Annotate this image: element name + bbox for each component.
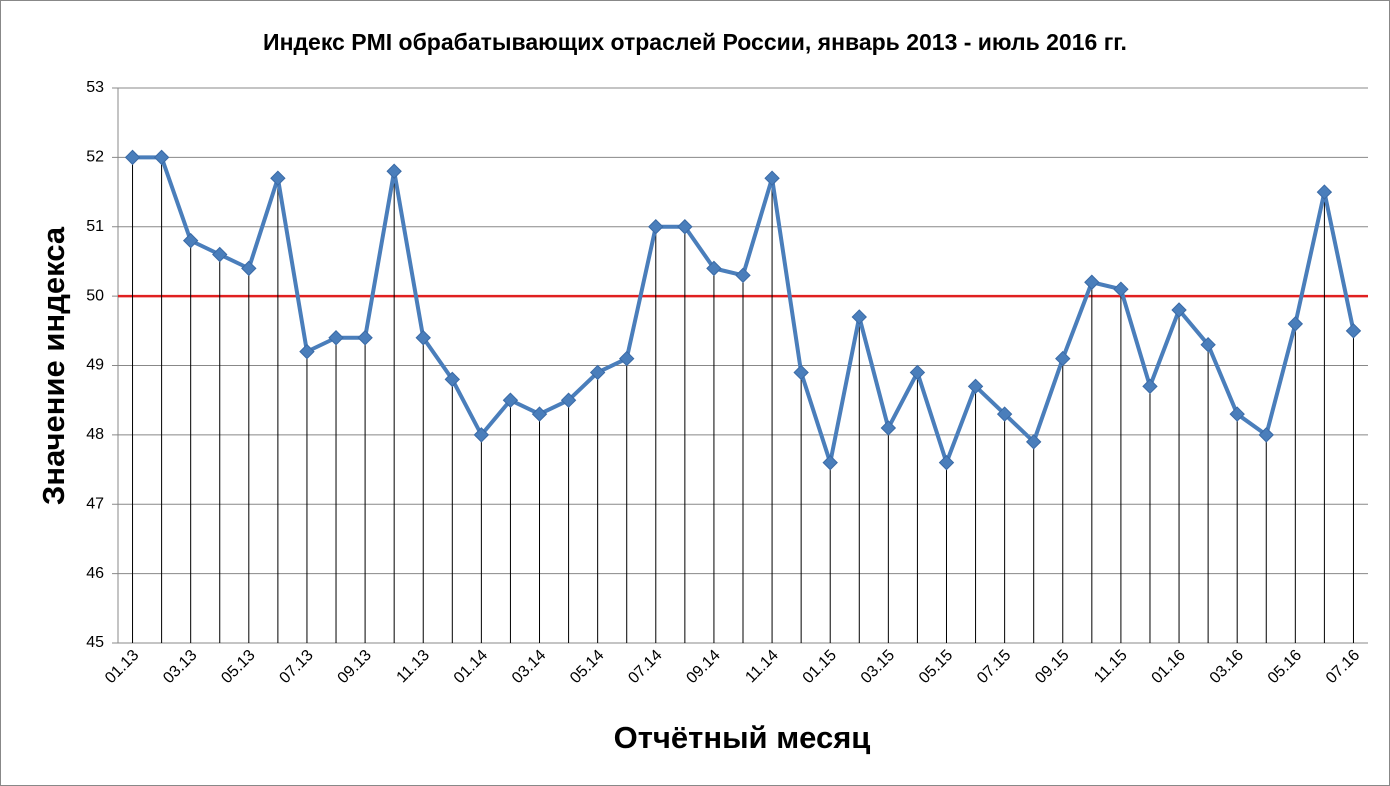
marker xyxy=(299,343,315,360)
marker xyxy=(1316,184,1333,200)
marker xyxy=(1142,378,1158,395)
marker xyxy=(328,330,344,346)
marker xyxy=(967,378,984,395)
marker xyxy=(531,406,548,422)
marker xyxy=(1287,316,1304,332)
marker xyxy=(1025,434,1042,450)
y-tick-label: 46 xyxy=(86,565,104,582)
marker xyxy=(1171,302,1187,318)
marker xyxy=(589,364,606,381)
marker xyxy=(677,219,693,235)
y-tick-label: 45 xyxy=(86,634,104,651)
marker xyxy=(1200,336,1216,353)
y-tick-label: 49 xyxy=(86,357,104,374)
marker xyxy=(560,392,577,408)
marker xyxy=(182,232,199,249)
marker xyxy=(1258,427,1274,443)
marker xyxy=(735,267,751,284)
marker xyxy=(153,149,170,166)
marker xyxy=(212,246,228,263)
marker xyxy=(270,170,286,186)
chart-title: Индекс PMI обрабатывающих отраслей Росси… xyxy=(263,29,1127,55)
marker xyxy=(473,427,490,443)
marker xyxy=(1113,281,1129,297)
marker xyxy=(619,350,635,367)
y-axis-title: Значение индекса xyxy=(36,226,71,505)
y-tick-label: 51 xyxy=(86,218,104,235)
y-tick-label: 53 xyxy=(86,79,104,96)
y-tick-label: 50 xyxy=(86,287,104,304)
marker xyxy=(386,163,402,179)
marker xyxy=(357,330,373,346)
marker xyxy=(706,260,722,277)
marker xyxy=(1229,406,1245,422)
marker xyxy=(996,406,1013,422)
marker xyxy=(1055,350,1071,367)
y-tick-label: 47 xyxy=(86,495,104,512)
marker xyxy=(124,149,141,166)
marker xyxy=(1084,274,1100,290)
marker xyxy=(502,392,519,408)
marker xyxy=(1345,323,1362,339)
marker xyxy=(909,364,926,381)
y-tick-label: 52 xyxy=(86,149,104,166)
marker xyxy=(764,170,780,186)
marker xyxy=(851,309,867,325)
marker xyxy=(648,219,664,235)
marker xyxy=(241,260,257,277)
marker xyxy=(938,454,955,471)
marker xyxy=(415,330,431,346)
x-axis-title: Отчётный месяц xyxy=(614,720,871,755)
y-tick-label: 48 xyxy=(86,426,104,443)
marker xyxy=(793,364,809,381)
marker xyxy=(880,420,897,436)
marker xyxy=(444,371,461,388)
marker xyxy=(822,454,838,471)
